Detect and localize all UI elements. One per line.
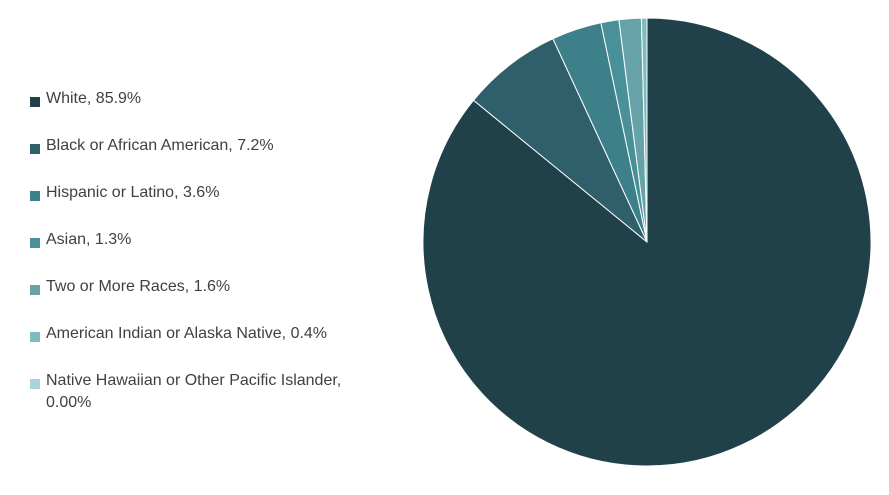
legend-label: Native Hawaiian or Other Pacific Islande… [46,372,342,411]
pie-slice [472,38,648,243]
legend-swatch [30,191,40,201]
legend-swatch [30,332,40,342]
legend-item: Black or African American, 7.2% [30,135,390,182]
legend-item: Asian, 1.3% [30,229,390,276]
legend-label: White, 85.9% [46,90,142,107]
legend-label: Hispanic or Latino, 3.6% [46,184,220,201]
legend-item: White, 85.9% [30,88,390,135]
legend-swatch [30,379,40,389]
legend-item: American Indian or Alaska Native, 0.4% [30,323,390,370]
pie-slice [640,17,648,243]
legend-swatch [30,285,40,295]
legend-item: Hispanic or Latino, 3.6% [30,182,390,229]
legend-item: Native Hawaiian or Other Pacific Islande… [30,370,390,417]
legend-item: Two or More Races, 1.6% [30,276,390,323]
legend-swatch [30,238,40,248]
legend-swatch [30,144,40,154]
legend-label: American Indian or Alaska Native, 0.4% [46,325,328,342]
legend-swatch [30,97,40,107]
legend-label: Asian, 1.3% [46,231,132,248]
legend-label: Two or More Races, 1.6% [46,278,231,295]
chart-legend: White, 85.9% Black or African American, 7… [30,88,390,417]
legend-label: Black or African American, 7.2% [46,137,274,154]
